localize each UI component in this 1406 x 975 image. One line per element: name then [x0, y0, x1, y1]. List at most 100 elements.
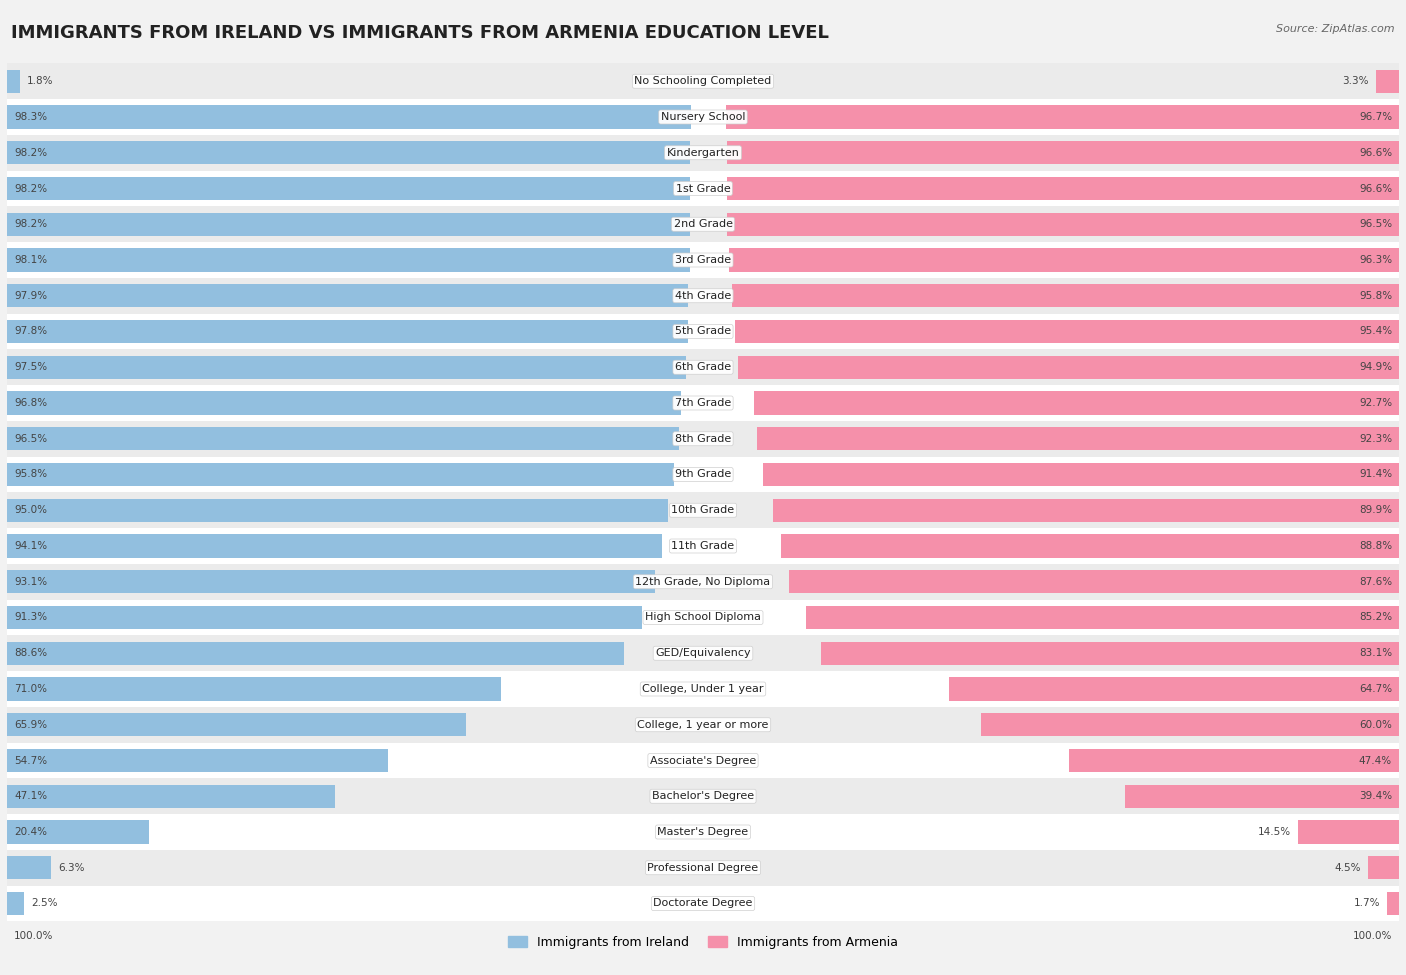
Text: 97.5%: 97.5% [14, 363, 48, 372]
Bar [1388, 892, 1399, 916]
Bar [1069, 749, 1399, 772]
Bar [7, 463, 673, 487]
Text: 2nd Grade: 2nd Grade [673, 219, 733, 229]
Bar [738, 356, 1399, 379]
Bar [981, 713, 1399, 736]
Text: Associate's Degree: Associate's Degree [650, 756, 756, 765]
Bar [7, 850, 1399, 885]
Text: 7th Grade: 7th Grade [675, 398, 731, 408]
Bar [7, 105, 692, 129]
Bar [735, 320, 1399, 343]
Bar [7, 207, 1399, 242]
Bar [1376, 69, 1399, 93]
Text: Bachelor's Degree: Bachelor's Degree [652, 792, 754, 801]
Bar [7, 600, 1399, 636]
Bar [7, 385, 1399, 421]
Bar [754, 391, 1399, 414]
Text: 96.6%: 96.6% [1358, 183, 1392, 193]
Text: Professional Degree: Professional Degree [647, 863, 759, 873]
Bar [7, 636, 1399, 671]
Text: 47.1%: 47.1% [14, 792, 48, 801]
Bar [7, 885, 1399, 921]
Bar [7, 678, 501, 701]
Text: 8th Grade: 8th Grade [675, 434, 731, 444]
Bar [7, 349, 1399, 385]
Text: 96.3%: 96.3% [1358, 255, 1392, 265]
Bar [727, 176, 1399, 200]
Text: 6th Grade: 6th Grade [675, 363, 731, 372]
Bar [1368, 856, 1399, 879]
Bar [1298, 820, 1399, 843]
Text: 96.8%: 96.8% [14, 398, 48, 408]
Text: 96.5%: 96.5% [1358, 219, 1392, 229]
Bar [7, 427, 679, 450]
Text: 96.7%: 96.7% [1358, 112, 1392, 122]
Text: 95.4%: 95.4% [1358, 327, 1392, 336]
Text: Master's Degree: Master's Degree [658, 827, 748, 837]
Text: Source: ZipAtlas.com: Source: ZipAtlas.com [1277, 24, 1395, 34]
Bar [780, 534, 1399, 558]
Bar [7, 498, 668, 522]
Text: 94.1%: 94.1% [14, 541, 48, 551]
Text: 20.4%: 20.4% [14, 827, 46, 837]
Text: No Schooling Completed: No Schooling Completed [634, 76, 772, 86]
Text: 92.7%: 92.7% [1358, 398, 1392, 408]
Text: 88.6%: 88.6% [14, 648, 48, 658]
Bar [7, 856, 51, 879]
Bar [7, 785, 335, 808]
Bar [7, 278, 1399, 314]
Bar [7, 749, 388, 772]
Bar [7, 707, 1399, 743]
Bar [806, 605, 1399, 629]
Bar [1125, 785, 1399, 808]
Text: Nursery School: Nursery School [661, 112, 745, 122]
Text: 87.6%: 87.6% [1358, 577, 1392, 587]
Bar [7, 171, 1399, 207]
Text: 12th Grade, No Diploma: 12th Grade, No Diploma [636, 577, 770, 587]
Bar [727, 141, 1399, 165]
Text: 71.0%: 71.0% [14, 684, 46, 694]
Text: Doctorate Degree: Doctorate Degree [654, 899, 752, 909]
Text: 1st Grade: 1st Grade [676, 183, 730, 193]
Text: 47.4%: 47.4% [1358, 756, 1392, 765]
Text: 97.8%: 97.8% [14, 327, 48, 336]
Text: College, 1 year or more: College, 1 year or more [637, 720, 769, 729]
Bar [7, 69, 20, 93]
Bar [7, 605, 643, 629]
Text: 14.5%: 14.5% [1258, 827, 1291, 837]
Text: 96.6%: 96.6% [1358, 148, 1392, 158]
Bar [7, 356, 686, 379]
Bar [7, 456, 1399, 492]
Text: 91.4%: 91.4% [1358, 470, 1392, 480]
Text: 97.9%: 97.9% [14, 291, 48, 300]
Text: 5th Grade: 5th Grade [675, 327, 731, 336]
Text: IMMIGRANTS FROM IRELAND VS IMMIGRANTS FROM ARMENIA EDUCATION LEVEL: IMMIGRANTS FROM IRELAND VS IMMIGRANTS FR… [11, 24, 830, 42]
Bar [7, 671, 1399, 707]
Bar [7, 99, 1399, 135]
Text: 100.0%: 100.0% [1353, 931, 1392, 942]
Text: 93.1%: 93.1% [14, 577, 48, 587]
Text: 96.5%: 96.5% [14, 434, 48, 444]
Bar [7, 242, 1399, 278]
Legend: Immigrants from Ireland, Immigrants from Armenia: Immigrants from Ireland, Immigrants from… [503, 931, 903, 954]
Bar [7, 421, 1399, 456]
Text: 65.9%: 65.9% [14, 720, 48, 729]
Bar [7, 213, 690, 236]
Text: High School Diploma: High School Diploma [645, 612, 761, 622]
Bar [7, 892, 24, 916]
Bar [7, 63, 1399, 99]
Text: GED/Equivalency: GED/Equivalency [655, 648, 751, 658]
Bar [7, 320, 688, 343]
Text: 88.8%: 88.8% [1358, 541, 1392, 551]
Text: 94.9%: 94.9% [1358, 363, 1392, 372]
Bar [763, 463, 1399, 487]
Bar [7, 492, 1399, 528]
Bar [733, 284, 1399, 307]
Text: 2.5%: 2.5% [31, 899, 58, 909]
Bar [7, 820, 149, 843]
Text: 95.0%: 95.0% [14, 505, 46, 515]
Bar [7, 176, 690, 200]
Text: 83.1%: 83.1% [1358, 648, 1392, 658]
Bar [7, 314, 1399, 349]
Bar [756, 427, 1399, 450]
